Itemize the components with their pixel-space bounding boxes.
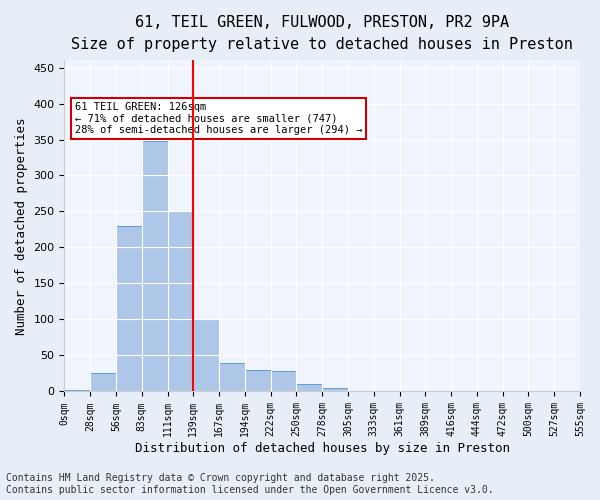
Bar bbox=[193, 320, 219, 392]
Bar bbox=[116, 226, 142, 392]
Bar bbox=[167, 212, 193, 392]
Bar bbox=[64, 390, 90, 392]
Bar bbox=[142, 141, 167, 392]
Text: 61 TEIL GREEN: 126sqm
← 71% of detached houses are smaller (747)
28% of semi-det: 61 TEIL GREEN: 126sqm ← 71% of detached … bbox=[75, 102, 362, 135]
Bar bbox=[271, 372, 296, 392]
Bar bbox=[348, 391, 374, 392]
Bar bbox=[322, 388, 348, 392]
Bar bbox=[90, 374, 116, 392]
Bar bbox=[245, 370, 271, 392]
Title: 61, TEIL GREEN, FULWOOD, PRESTON, PR2 9PA
Size of property relative to detached : 61, TEIL GREEN, FULWOOD, PRESTON, PR2 9P… bbox=[71, 15, 573, 52]
Text: Contains HM Land Registry data © Crown copyright and database right 2025.
Contai: Contains HM Land Registry data © Crown c… bbox=[6, 474, 494, 495]
Y-axis label: Number of detached properties: Number of detached properties bbox=[15, 117, 28, 334]
X-axis label: Distribution of detached houses by size in Preston: Distribution of detached houses by size … bbox=[135, 442, 510, 455]
Bar bbox=[219, 362, 245, 392]
Bar bbox=[296, 384, 322, 392]
